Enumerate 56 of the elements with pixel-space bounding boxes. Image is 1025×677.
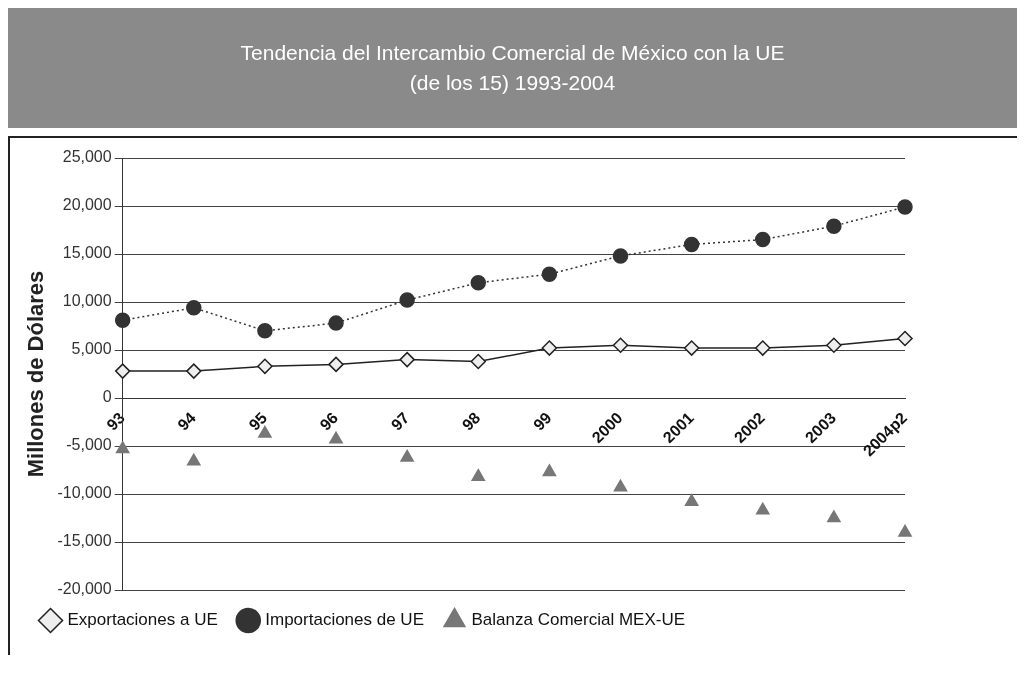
point — [684, 493, 699, 506]
point — [541, 266, 558, 282]
y-tick-label: 10,000 — [62, 292, 112, 310]
x-tick-label: 94 — [174, 408, 200, 434]
point — [399, 351, 415, 368]
point — [755, 502, 770, 515]
y-tick-label: -5,000 — [66, 436, 112, 454]
point — [826, 218, 842, 234]
point — [328, 315, 344, 331]
point — [683, 340, 700, 356]
point — [257, 323, 273, 339]
point — [328, 356, 344, 373]
legend-label: Importaciones de UE — [265, 610, 424, 630]
point — [329, 431, 343, 444]
point — [541, 340, 558, 356]
point — [257, 358, 273, 375]
x-tick-label: 96 — [316, 408, 342, 434]
x-tick-label: 95 — [245, 408, 271, 434]
point — [186, 363, 202, 379]
point — [826, 337, 842, 353]
y-tick-label: 5,000 — [71, 340, 112, 358]
point — [755, 340, 771, 356]
point — [612, 248, 629, 264]
y-tick-label: -10,000 — [57, 484, 112, 502]
legend-label: Balanza Comercial MEX-UE — [471, 610, 685, 630]
point — [898, 524, 912, 537]
chart-title: Tendencia del Intercambio Comercial de México con la UE (de los 15) 1993-2004 — [239, 40, 786, 96]
point — [114, 363, 131, 379]
x-tick-label: 98 — [458, 408, 484, 434]
point — [114, 312, 131, 328]
x-tick-label: 99 — [530, 408, 555, 434]
point — [115, 441, 130, 454]
point — [612, 337, 629, 353]
point — [399, 292, 415, 308]
point — [470, 353, 487, 370]
point — [613, 479, 628, 492]
point — [897, 199, 913, 215]
point — [683, 236, 700, 253]
y-tick-label: 0 — [102, 388, 112, 406]
point — [827, 510, 841, 523]
x-tick-label: 97 — [387, 408, 413, 434]
y-tick-label: 25,000 — [62, 148, 112, 166]
y-tick-label: 15,000 — [62, 244, 112, 262]
y-tick-label: -20,000 — [57, 580, 112, 598]
point — [186, 453, 201, 466]
point — [470, 275, 487, 291]
point — [400, 449, 414, 462]
point — [471, 468, 486, 481]
point — [542, 464, 557, 477]
y-tick-label: -15,000 — [57, 532, 112, 550]
point — [186, 300, 202, 316]
point — [755, 231, 771, 248]
point — [897, 330, 913, 347]
legend-label: Exportaciones a UE — [67, 610, 218, 630]
y-axis-title: Millones de Dólares — [23, 270, 49, 478]
y-tick-label: 20,000 — [62, 196, 112, 214]
